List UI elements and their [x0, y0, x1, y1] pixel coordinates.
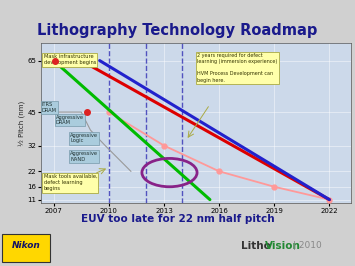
Text: | 2010: | 2010: [293, 241, 322, 250]
Text: ITRS
DRAM: ITRS DRAM: [42, 102, 57, 113]
Text: Mask tools available,
defect learning
begins: Mask tools available, defect learning be…: [44, 174, 97, 191]
Text: Aggressive
NAND: Aggressive NAND: [70, 151, 98, 161]
Y-axis label: ½ Pitch (nm): ½ Pitch (nm): [18, 100, 25, 146]
Text: 2 years required for defect
learning (immersion experience)

HVM Process Develop: 2 years required for defect learning (im…: [197, 53, 277, 83]
Text: Vision: Vision: [264, 240, 300, 251]
Text: Aggressive
Logic: Aggressive Logic: [70, 133, 98, 143]
Text: Nikon: Nikon: [12, 241, 40, 250]
Text: Lithography Technology Roadmap: Lithography Technology Roadmap: [37, 23, 318, 38]
Text: Litho: Litho: [241, 240, 271, 251]
Text: Aggressive
DRAM: Aggressive DRAM: [55, 115, 83, 126]
Text: Mask infrastructure
development begins: Mask infrastructure development begins: [44, 54, 96, 65]
FancyBboxPatch shape: [2, 234, 50, 262]
Text: EUV too late for 22 nm half pitch: EUV too late for 22 nm half pitch: [81, 214, 274, 224]
